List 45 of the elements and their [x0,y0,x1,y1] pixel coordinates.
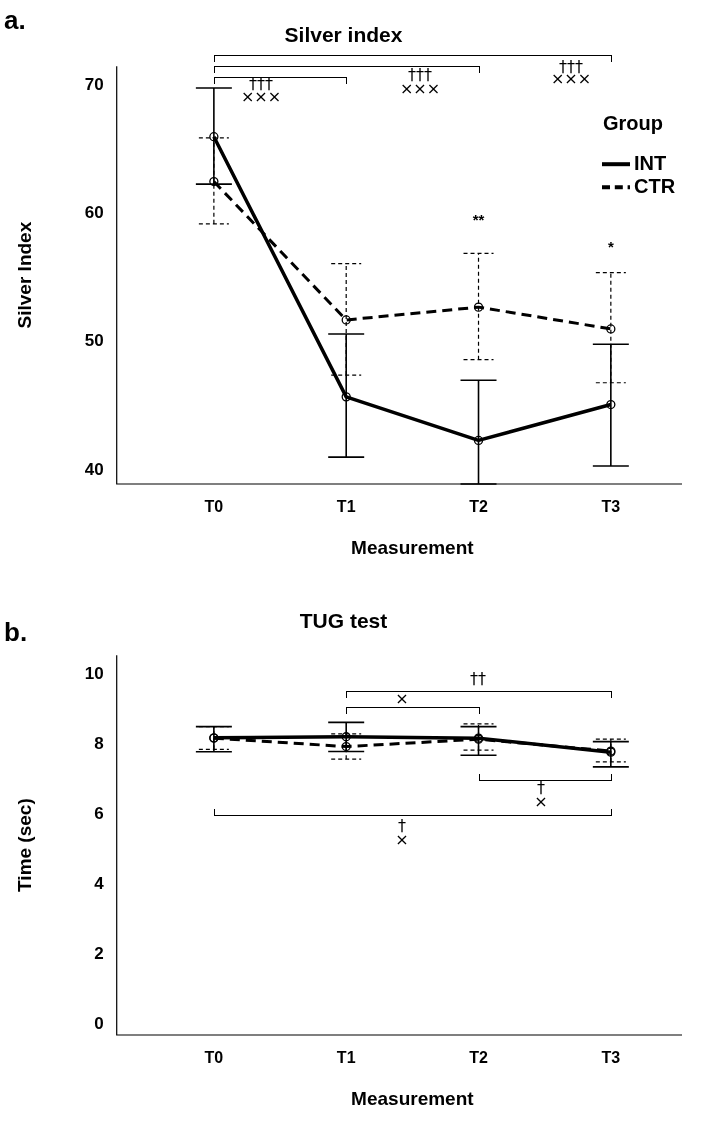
y-axis-title: Silver Index [13,221,35,329]
text: a. [4,5,26,36]
legend-label: INT [634,151,667,174]
y-tick-label: 6 [94,804,104,824]
annotation: × [395,689,409,709]
x-axis-title: Measurement [351,1087,475,1109]
y-tick-label: 8 [94,734,104,754]
point [606,399,616,410]
annotation: * [607,238,614,256]
x-tick-label: T3 [601,498,621,516]
annotation: ††† ××× [399,65,441,99]
x-tick-label: T0 [204,1049,224,1067]
y-tick-label: 40 [84,459,104,479]
point [209,132,219,142]
annotation: ** [472,211,485,229]
point [209,176,219,187]
y-tick-label: 60 [84,203,104,223]
x-tick-label: T2 [469,1049,488,1067]
annotation: †† [470,669,486,689]
y-axis-title: Time (sec) [13,798,35,892]
y-tick-label: 2 [94,944,104,964]
x-tick-label: T1 [336,498,356,516]
x-tick-label: T3 [601,1049,621,1067]
y-tick-label: 70 [84,75,104,95]
point [473,435,484,446]
legend-label: CTR [634,174,676,197]
annotation: ††† ××× [550,57,592,89]
annotation: † × [395,816,409,850]
x-tick-label: T2 [469,498,488,516]
y-tick-label: 10 [84,664,104,684]
point [341,392,351,402]
text: b. [4,617,28,648]
point [341,315,351,325]
point [606,324,616,334]
x-tick-label: T1 [336,1049,356,1067]
legend-title: Group [603,111,663,134]
chart-title: Silver index [284,23,403,47]
annotation: † × [534,778,548,812]
y-tick-label: 0 [94,1014,104,1034]
y-tick-label: 50 [84,331,104,351]
x-tick-label: T0 [204,498,224,516]
x-axis-title: Measurement [351,536,475,558]
chart-title: TUG test [299,609,388,633]
y-tick-label: 4 [94,874,105,894]
point [473,302,484,312]
